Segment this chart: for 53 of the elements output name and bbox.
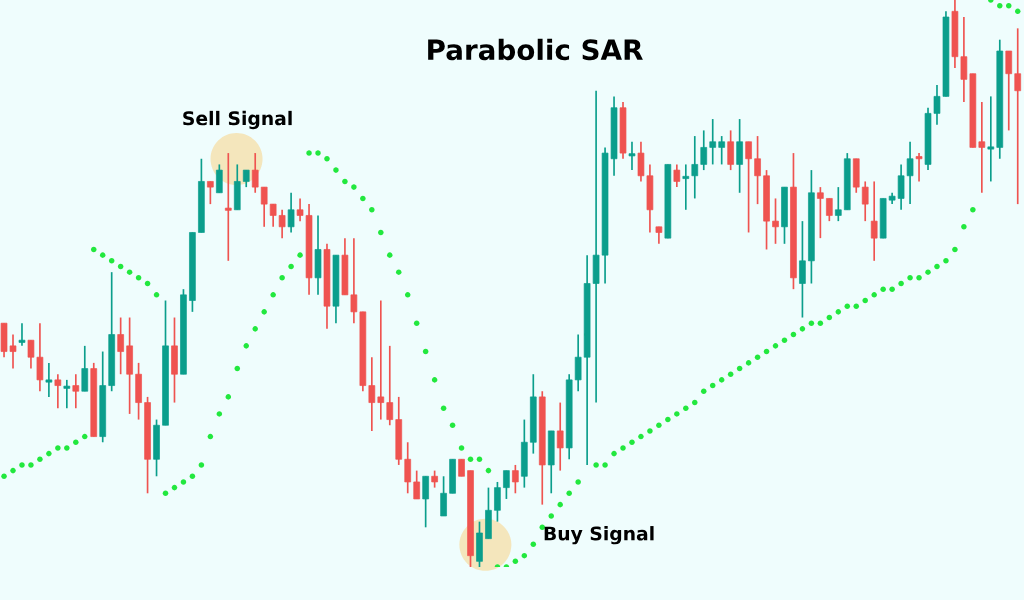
candlestick [440,475,447,517]
candlestick [772,197,779,245]
candlestick [503,469,510,500]
candlestick [987,95,995,183]
candlestick [799,220,806,319]
candlestick [81,345,89,393]
candlestick [404,441,412,495]
candlestick [63,379,71,410]
candlestick [512,464,519,495]
candlestick [915,152,923,183]
annotation: Buy Signal [544,526,654,545]
candlestick [422,475,429,529]
candlestick [978,101,986,194]
candlestick [413,469,420,500]
candlestick [817,186,824,239]
candlestick [861,180,869,222]
candlestick [709,118,717,166]
candlestick [574,333,582,393]
candlestick [45,362,53,398]
candlestick [1014,27,1022,205]
candlestick [260,186,268,228]
candlestick [287,191,295,234]
candlestick [386,345,394,427]
candlestick [377,299,385,421]
candlestick [628,140,636,171]
candlestick [251,152,259,194]
candlestick [269,203,277,228]
candlestick [754,135,761,205]
candlestick [117,316,124,376]
candlestick [216,163,223,194]
candlestick [1005,50,1013,132]
candlestick [368,356,376,432]
annotation: Sell Signal [183,110,292,130]
candlestick [207,180,214,205]
candlestick [870,180,878,262]
candlestick [224,152,232,262]
candlestick [700,129,708,171]
candlestick [556,401,564,472]
candlestick [54,373,62,410]
candlestick [72,373,80,410]
candlestick [727,129,734,171]
candlestick [278,208,286,239]
candlestick [826,197,833,222]
text: Parabolic SAR [428,38,643,61]
candlestick [835,186,842,222]
candlestick [673,163,681,188]
candlestick [18,322,26,347]
candlestick [691,135,699,200]
candlestick [682,163,690,211]
candlestick [745,140,752,234]
candlestick [718,135,725,166]
candlestick [494,481,501,523]
candlestick [736,118,743,194]
